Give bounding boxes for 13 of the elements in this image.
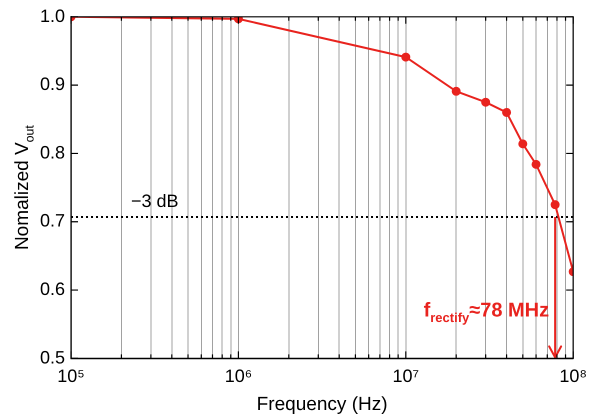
y-tick-label: 0.5 xyxy=(40,347,66,368)
ref-line-label: −3 dB xyxy=(131,190,179,211)
y-tick-label: 0.6 xyxy=(40,279,66,300)
y-tick-label: 0.7 xyxy=(40,210,66,231)
y-axis-title: Nomalized Vout xyxy=(12,124,36,250)
y-tick-label: 0.9 xyxy=(40,74,66,94)
x-tick-label: 10⁸ xyxy=(559,366,588,386)
x-tick-label: 10⁷ xyxy=(392,366,420,386)
y-tick-label: 0.8 xyxy=(40,142,66,162)
y-tick-label: 1.0 xyxy=(40,6,66,26)
x-tick-label: 10⁶ xyxy=(224,366,252,386)
x-tick-label: 10⁵ xyxy=(57,366,85,386)
x-axis-title: Frequency (Hz) xyxy=(256,394,388,414)
